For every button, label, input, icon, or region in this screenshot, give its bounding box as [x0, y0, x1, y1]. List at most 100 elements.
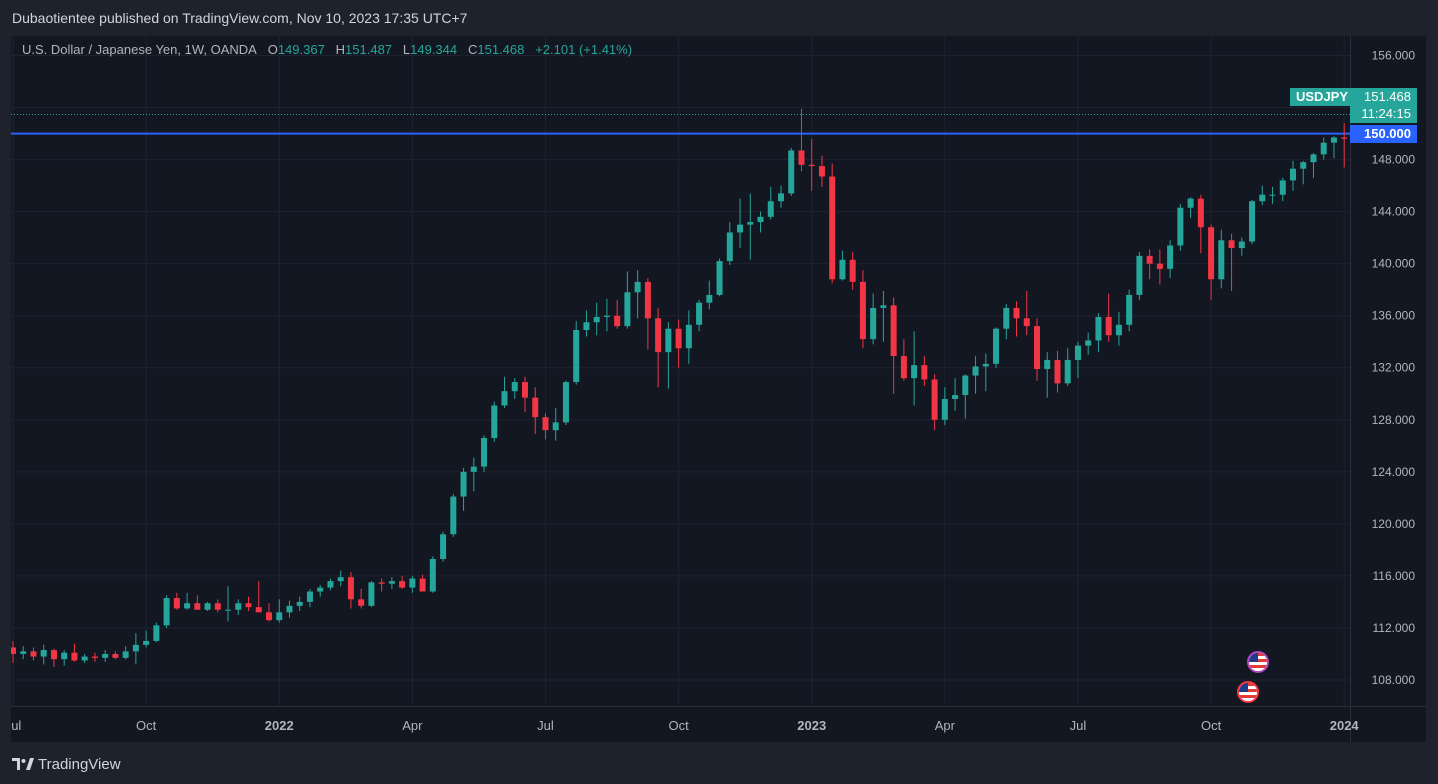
candle-body — [522, 382, 528, 398]
candle — [573, 320, 580, 385]
candle-body — [1269, 194, 1276, 196]
candle-body — [245, 603, 252, 608]
price-tick-label: 156.000 — [1372, 49, 1416, 63]
candle-body — [1054, 359, 1061, 384]
candle-body — [173, 598, 180, 609]
candle-body — [337, 577, 344, 582]
candle — [511, 378, 518, 399]
candle-body — [747, 222, 754, 225]
candle — [450, 493, 457, 537]
candle — [1310, 153, 1317, 178]
candle — [501, 376, 508, 409]
candle-body — [757, 216, 764, 223]
candle-body — [511, 382, 518, 392]
candle — [296, 596, 303, 612]
candle — [1187, 197, 1194, 219]
candle-body — [317, 587, 324, 592]
candle-body — [880, 305, 887, 308]
candle-body — [1105, 317, 1112, 336]
candle — [173, 592, 180, 610]
chart-grid — [11, 36, 1350, 706]
candle-body — [1300, 162, 1307, 169]
candle-body — [225, 609, 232, 611]
candle-body — [675, 328, 682, 349]
candle — [818, 155, 825, 187]
candle-body — [1003, 307, 1010, 329]
countdown-tag: 11:24:15 — [1350, 105, 1417, 123]
candle-body — [583, 322, 590, 331]
price-tick-label: 112.000 — [1373, 621, 1416, 635]
high-label: H — [335, 42, 346, 57]
candle-body — [235, 603, 242, 610]
candle — [286, 600, 293, 618]
candle — [726, 222, 733, 265]
us-flag-icon[interactable] — [1247, 651, 1269, 673]
candle — [30, 647, 37, 661]
candle — [1095, 313, 1102, 353]
candle — [839, 250, 846, 281]
candle-body — [900, 356, 907, 379]
candle — [624, 271, 631, 329]
candle-body — [1238, 241, 1245, 249]
candle — [81, 653, 88, 664]
high-value: 151.487 — [345, 42, 393, 57]
candle-body — [296, 601, 303, 606]
price-tick-label: 124.000 — [1372, 465, 1416, 479]
candle — [481, 435, 488, 472]
candle — [1105, 293, 1112, 342]
candle — [788, 147, 795, 197]
candle — [153, 622, 160, 643]
candle — [429, 556, 436, 593]
candle — [1330, 136, 1337, 159]
candle-body — [429, 558, 436, 592]
candle — [655, 307, 662, 388]
candle — [532, 387, 539, 435]
candlestick-chart[interactable]: 156.000152.000148.000144.000140.000136.0… — [11, 36, 1426, 742]
candle — [306, 588, 313, 608]
candle — [747, 193, 754, 260]
candle — [327, 578, 334, 591]
candle-body — [11, 647, 16, 654]
candle-body — [993, 328, 1000, 364]
candle-body — [409, 578, 416, 588]
candle-body — [1177, 207, 1184, 246]
candle — [317, 585, 324, 597]
candle — [1279, 177, 1286, 202]
candle — [122, 646, 129, 660]
candle — [491, 401, 498, 442]
candle-body — [542, 417, 549, 431]
candle — [634, 270, 641, 319]
candle-body — [50, 650, 57, 660]
candle-body — [634, 281, 641, 293]
candle — [1238, 237, 1245, 256]
price-axis-background — [1350, 36, 1426, 742]
candle — [184, 592, 191, 610]
candle-body — [941, 398, 948, 420]
candle — [522, 376, 528, 412]
candle — [1167, 240, 1174, 278]
candle — [1126, 289, 1133, 332]
candle — [61, 650, 68, 666]
candle — [880, 290, 887, 342]
time-tick-label: Oct — [136, 718, 157, 733]
candle-body — [1341, 137, 1348, 139]
candle-body — [112, 653, 119, 658]
candle-body — [388, 581, 395, 584]
candle — [1218, 229, 1225, 289]
candle-body — [726, 232, 733, 262]
candle-body — [829, 176, 836, 280]
last-price-tag: 151.468 — [1350, 88, 1417, 106]
candle — [1064, 348, 1071, 386]
price-tick-label: 132.000 — [1372, 361, 1416, 375]
candle-body — [440, 534, 447, 559]
candle — [214, 599, 221, 613]
candle — [378, 578, 385, 592]
candle-body — [1218, 240, 1225, 280]
us-flag-icon[interactable] — [1237, 681, 1259, 703]
candle — [1269, 186, 1276, 204]
candle-body — [562, 382, 569, 423]
candle — [982, 353, 989, 392]
chart-frame[interactable]: 156.000152.000148.000144.000140.000136.0… — [11, 36, 1426, 742]
candle — [388, 577, 395, 589]
candle-body — [20, 651, 27, 654]
